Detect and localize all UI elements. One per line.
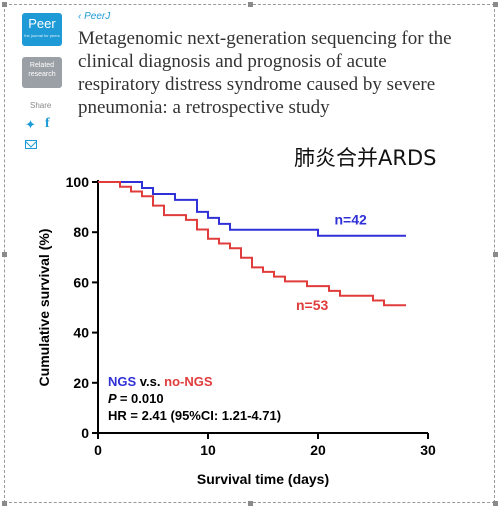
x-tick-label: 10 <box>200 442 216 458</box>
x-tick-label: 30 <box>420 442 436 458</box>
resize-handle-top-right[interactable] <box>493 2 498 7</box>
resize-handle-right[interactable] <box>493 252 498 257</box>
resize-handle-left[interactable] <box>2 252 7 257</box>
y-tick-label: 100 <box>66 174 90 190</box>
resize-handle-bottom-right[interactable] <box>493 501 498 506</box>
y-tick-label: 60 <box>73 274 89 290</box>
y-tick-label: 20 <box>73 375 89 391</box>
share-label: Share <box>30 101 52 110</box>
legend-line: NGS v.s. no-NGS <box>108 374 213 389</box>
legend-no-ngs: no-NGS <box>164 374 213 389</box>
p-value-number: = 0.010 <box>120 391 164 406</box>
hazard-ratio: HR = 2.41 (95%CI: 1.21-4.71) <box>108 408 281 423</box>
x-tick-label: 20 <box>310 442 326 458</box>
annotation-label: 肺炎合并ARDS <box>294 146 437 170</box>
resize-handle-top[interactable] <box>248 2 253 7</box>
logo-name: Peer <box>28 16 56 31</box>
p-value: P = 0.010 <box>108 391 164 406</box>
series-count-label: n=42 <box>335 212 368 228</box>
peerj-logo[interactable]: Peer the journal for peers <box>22 13 62 46</box>
p-label: P <box>108 391 120 406</box>
journal-link[interactable]: ‹ PeerJ <box>78 11 111 22</box>
facebook-icon[interactable]: f <box>45 116 50 131</box>
related-research-button[interactable]: Related research <box>22 57 62 88</box>
legend-ngs: NGS <box>108 374 140 389</box>
legend-vs: v.s. <box>140 374 164 389</box>
article-title: Metagenomic next-generation sequencing f… <box>78 28 452 118</box>
logo-subtitle: the journal for peers <box>24 33 60 38</box>
series-line-ngs <box>98 181 406 237</box>
twitter-icon[interactable]: ✦ <box>25 117 36 132</box>
y-axis-label: Cumulative survival (%) <box>36 229 52 387</box>
y-tick-label: 0 <box>81 425 89 441</box>
y-tick-label: 40 <box>73 325 89 341</box>
series-count-label: n=53 <box>296 297 329 313</box>
x-axis-label: Survival time (days) <box>197 471 329 487</box>
resize-handle-bottom[interactable] <box>248 501 253 506</box>
series-line-no-ngs <box>98 181 406 307</box>
y-tick-label: 80 <box>73 224 89 240</box>
x-tick-label: 0 <box>94 442 102 458</box>
resize-handle-top-left[interactable] <box>2 2 7 7</box>
email-icon[interactable] <box>25 140 37 149</box>
resize-handle-bottom-left[interactable] <box>2 501 7 506</box>
